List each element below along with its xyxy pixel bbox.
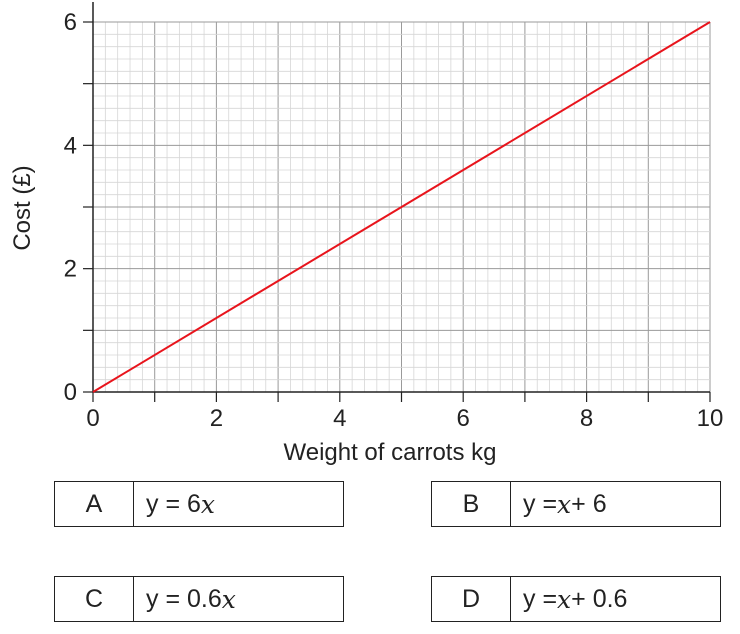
x-tick-label: 2 — [210, 405, 223, 432]
option-b-eq-pre: y = — [523, 489, 558, 518]
option-b-letter: B — [432, 482, 511, 526]
option-b-eq-post: + 6 — [571, 489, 607, 518]
y-tick-label: 6 — [64, 9, 77, 36]
option-d[interactable]: D y = x + 0.6 — [431, 576, 721, 622]
option-b-eq-var: x — [557, 489, 572, 519]
line-chart: 0 2 4 6 8 10 0 2 4 6 Weight of carrots kg Cost (£… — [9, 2, 724, 466]
option-b-equation: y = x + 6 — [511, 482, 720, 526]
x-tick-label: 10 — [697, 405, 724, 432]
option-c-letter: C — [55, 577, 134, 621]
option-d-letter: D — [432, 577, 511, 621]
option-d-eq-var: x — [557, 584, 572, 614]
chart-series — [92, 21, 711, 393]
option-c-eq-pre: y = 0.6 — [146, 584, 222, 613]
x-tick-label: 8 — [580, 405, 593, 432]
x-tick-label: 6 — [457, 405, 470, 432]
option-d-eq-post: + 0.6 — [571, 584, 628, 613]
option-c-equation: y = 0.6 x — [134, 577, 343, 621]
y-tick-label: 0 — [64, 379, 77, 406]
chart-ticks: 0 2 4 6 8 10 0 2 4 6 — [64, 9, 724, 432]
y-tick-label: 4 — [64, 132, 77, 159]
series-line — [92, 21, 711, 393]
option-b[interactable]: B y = x + 6 — [431, 481, 721, 527]
option-a-eq-var: x — [200, 489, 216, 519]
x-axis-label: Weight of carrots kg — [284, 439, 497, 466]
chart-grid — [92, 21, 711, 393]
y-axis-label: Cost (£) — [9, 165, 36, 250]
x-tick-label: 4 — [333, 405, 346, 432]
option-c-eq-var: x — [221, 584, 236, 614]
x-tick-label: 0 — [86, 405, 99, 432]
option-a-letter: A — [55, 482, 134, 526]
option-a-eq-pre: y = 6 — [146, 489, 201, 518]
y-tick-label: 2 — [64, 256, 77, 283]
option-d-eq-pre: y = — [523, 584, 558, 613]
option-d-equation: y = x + 0.6 — [511, 577, 720, 621]
option-c[interactable]: C y = 0.6 x — [54, 576, 344, 622]
